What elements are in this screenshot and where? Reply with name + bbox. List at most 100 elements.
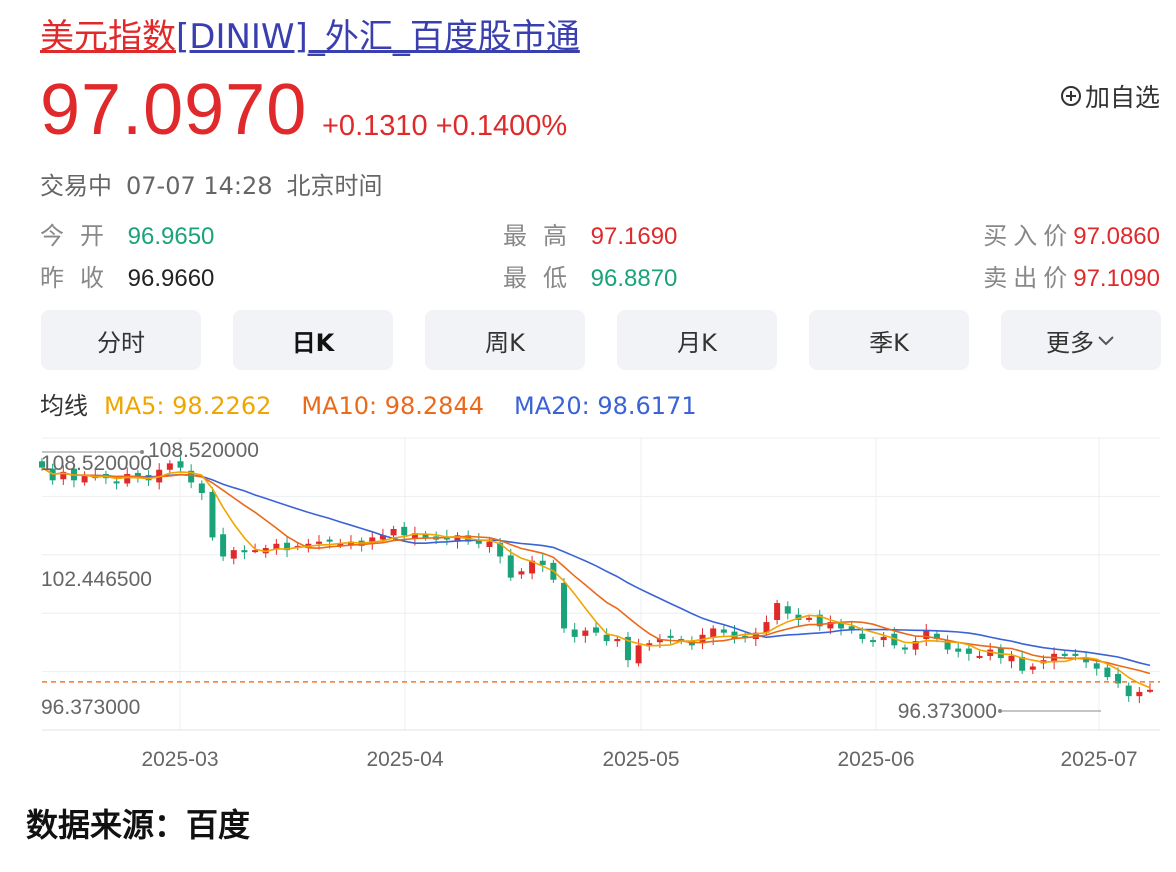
ma10-value: MA10: 98.2844: [301, 392, 484, 420]
low-value: 96.8870: [590, 265, 678, 292]
candle-body: [507, 555, 514, 578]
candle-body: [39, 461, 45, 468]
candle-body: [379, 535, 386, 540]
candle-body: [806, 617, 813, 620]
ask-label: 卖出价: [983, 264, 1074, 292]
change-value: +0.1310: [322, 110, 428, 142]
candle-body: [1019, 657, 1026, 671]
candle-body: [582, 630, 589, 636]
bid-value: 97.0860: [1073, 223, 1160, 250]
candle-body: [593, 627, 599, 633]
candle-body: [944, 640, 951, 650]
tab-more-label: 更多: [1046, 328, 1094, 357]
ma-legend: 均线 MA5: 98.2262 MA10: 98.2844 MA20: 98.6171: [40, 386, 727, 421]
candle-body: [912, 641, 919, 650]
candle-body: [230, 550, 237, 559]
add-watchlist-button[interactable]: 加自选: [1060, 78, 1160, 114]
candle-body: [763, 622, 770, 633]
candle-body: [880, 636, 887, 641]
candle-body: [475, 539, 482, 544]
ma20-line: [41, 466, 1151, 667]
candle-body: [678, 639, 685, 642]
candle-body: [859, 633, 866, 640]
x-tick-label: 2025-03: [141, 748, 218, 771]
change-percent: +0.1400%: [435, 110, 568, 142]
ma10-line: [41, 466, 1151, 675]
add-watchlist-label: 加自选: [1084, 83, 1160, 112]
tab-daily-k-label: 日K: [291, 328, 335, 357]
candle-body: [166, 463, 173, 470]
page-title: 美元指数[DINIW]_外汇_百度股市通: [40, 14, 580, 60]
candle-body: [827, 622, 834, 629]
tab-intraday[interactable]: 分时: [41, 310, 201, 370]
candle-body: [965, 648, 972, 654]
title-link[interactable]: 美元指数: [40, 17, 176, 57]
ma20-value: MA20: 98.6171: [513, 392, 697, 420]
status-datetime: 07-07 14:28: [126, 172, 273, 200]
tab-quarterly-k-label: 季K: [869, 328, 909, 357]
y-tick-label: 108.520000: [41, 452, 152, 475]
candle-body: [1125, 685, 1132, 697]
candle-body: [390, 528, 397, 536]
tab-daily-k[interactable]: 日K: [233, 310, 393, 370]
candle-body: [124, 473, 131, 484]
candle-body: [838, 622, 845, 629]
tab-weekly-k-label: 周K: [485, 328, 525, 357]
candle-body: [422, 534, 429, 538]
candle-body: [635, 645, 642, 664]
candle-body: [134, 472, 141, 479]
candle-body: [1147, 689, 1153, 692]
quote-ask: 卖出价97.1090: [983, 258, 1160, 293]
x-tick-label: 2025-07: [1060, 748, 1137, 771]
tab-weekly-k[interactable]: 周K: [425, 310, 585, 370]
y-tick-label: 102.446500: [41, 568, 152, 591]
candle-body: [60, 471, 67, 480]
candle-body: [784, 606, 791, 614]
candle-body: [284, 542, 291, 551]
prev-close-label: 昨收: [40, 264, 120, 292]
candle-body: [688, 641, 695, 646]
open-value: 96.9650: [127, 223, 215, 250]
candle-body: [1104, 667, 1111, 678]
x-tick-label: 2025-05: [602, 748, 679, 771]
candle-body: [774, 603, 781, 620]
candle-body: [646, 643, 653, 647]
candle-body: [411, 533, 418, 539]
candle-body: [326, 539, 333, 542]
candle-body: [795, 614, 802, 620]
quote-prev-close: 昨收 96.9660: [40, 258, 214, 293]
title-rest[interactable]: [DINIW]_外汇_百度股市通: [176, 17, 580, 57]
candle-body: [1093, 663, 1100, 669]
candle-body: [997, 647, 1004, 659]
candle-body: [561, 582, 568, 629]
ma5-value: MA5: 98.2262: [104, 392, 272, 420]
candle-body: [518, 571, 525, 575]
ask-value: 97.1090: [1073, 265, 1160, 292]
candle-body: [497, 542, 504, 557]
candle-body: [188, 470, 195, 483]
candle-body: [1072, 653, 1079, 656]
candle-body: [667, 635, 674, 638]
status-timezone: 北京时间: [286, 172, 383, 200]
candle-body: [337, 543, 344, 546]
tab-intraday-label: 分时: [97, 328, 145, 357]
candle-body: [720, 629, 727, 633]
candle-body: [273, 543, 280, 550]
candle-body: [1061, 653, 1068, 656]
data-source: 数据来源：百度: [26, 806, 251, 844]
candle-body: [81, 476, 88, 483]
x-tick-label: 2025-06: [837, 748, 914, 771]
max-annotation-label: 108.520000: [148, 439, 259, 462]
tab-quarterly-k[interactable]: 季K: [809, 310, 969, 370]
candle-body: [177, 461, 184, 468]
tab-monthly-k[interactable]: 月K: [617, 310, 777, 370]
prev-close-value: 96.9660: [127, 265, 215, 292]
min-annotation-label: 96.373000: [898, 700, 997, 723]
candle-body: [113, 481, 120, 484]
chevron-down-icon: [1098, 336, 1114, 346]
tab-more[interactable]: 更多: [1001, 310, 1161, 370]
candle-body: [252, 550, 259, 553]
candle-body: [241, 550, 248, 553]
candlestick-chart[interactable]: 2025-03 2025-04 2025-05 2025-06 2025-07 108.5…: [0, 428, 1176, 778]
candle-body: [529, 560, 536, 574]
